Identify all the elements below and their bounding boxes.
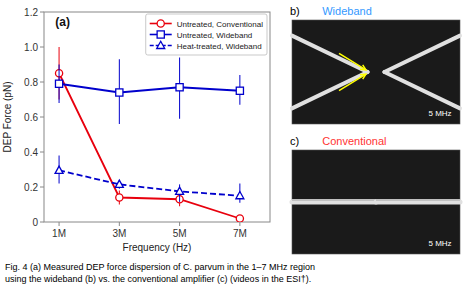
y-tick [40,117,44,118]
y-tick-label: 0.4 [24,147,38,158]
image-panel [292,150,460,254]
legend: Untreated, Conventional Untreated, Wideba… [146,14,267,55]
y-axis-label: DEP Force (pN) [2,82,13,153]
x-tick [119,222,120,226]
y-tick [40,187,44,188]
x-tick-label: 7M [233,228,247,239]
x-axis-label: Frequency (Hz) [123,242,192,253]
legend-label: Untreated, Conventional [177,20,264,29]
plot-area [55,47,244,222]
x-tick [59,222,60,226]
electrode [376,200,460,205]
arrow-head [360,65,366,70]
image-panel [292,20,460,124]
legend-label: Untreated, Wideband [177,31,253,40]
y-tick-label: 0 [32,217,38,228]
panel-title: (a) [55,15,70,29]
series-line [59,73,240,218]
y-tick-label: 0.6 [24,112,38,123]
y-tick [40,47,44,48]
electrode [292,36,368,72]
panel-title: Wideband [322,5,372,17]
y-tick-label: 1.0 [24,42,38,53]
electrode-edge [292,199,376,201]
panel-title: Conventional [322,135,386,147]
series-line [59,170,240,195]
y-tick-label: 0.8 [24,77,38,88]
y-tick [40,12,44,13]
x-tick [239,222,240,226]
arrow [339,74,366,91]
panel-label: c) [290,135,299,147]
y-tick-label: 0.2 [24,182,38,193]
data-point [236,215,243,222]
electrode [292,200,376,205]
legend-marker [157,20,164,27]
series-line [59,84,240,93]
data-point [55,80,62,87]
data-point [116,194,123,201]
arrow [339,53,366,70]
legend-marker [157,41,165,48]
x-tick-label: 3M [112,228,126,239]
data-point [176,84,183,91]
data-point [55,166,63,173]
y-tick-label: 1.2 [24,7,38,18]
arrow-head [360,74,366,79]
electrode [292,72,368,108]
panel-label: b) [290,5,300,17]
x-tick [179,222,180,226]
x-tick-label: 1M [52,228,66,239]
data-point [115,180,123,187]
frequency-note: 5 MHz [428,109,451,118]
caption: using the wideband (b) vs. the conventio… [5,274,311,284]
y-tick [40,152,44,153]
electrode [384,36,460,72]
x-tick-label: 5M [173,228,187,239]
data-point [116,89,123,96]
legend-marker [157,31,164,38]
electrode [384,72,460,108]
data-point [236,87,243,94]
legend-label: Heat-treated, Wideband [177,42,262,51]
y-tick [40,222,44,223]
data-point [236,192,244,199]
y-tick [40,82,44,83]
legend-box [146,14,267,55]
data-point [176,187,184,194]
caption: Fig. 4 (a) Measured DEP force dispersion… [5,262,315,272]
frequency-note: 5 MHz [428,239,451,248]
electrode-edge [376,199,460,201]
plot-frame [44,12,270,222]
